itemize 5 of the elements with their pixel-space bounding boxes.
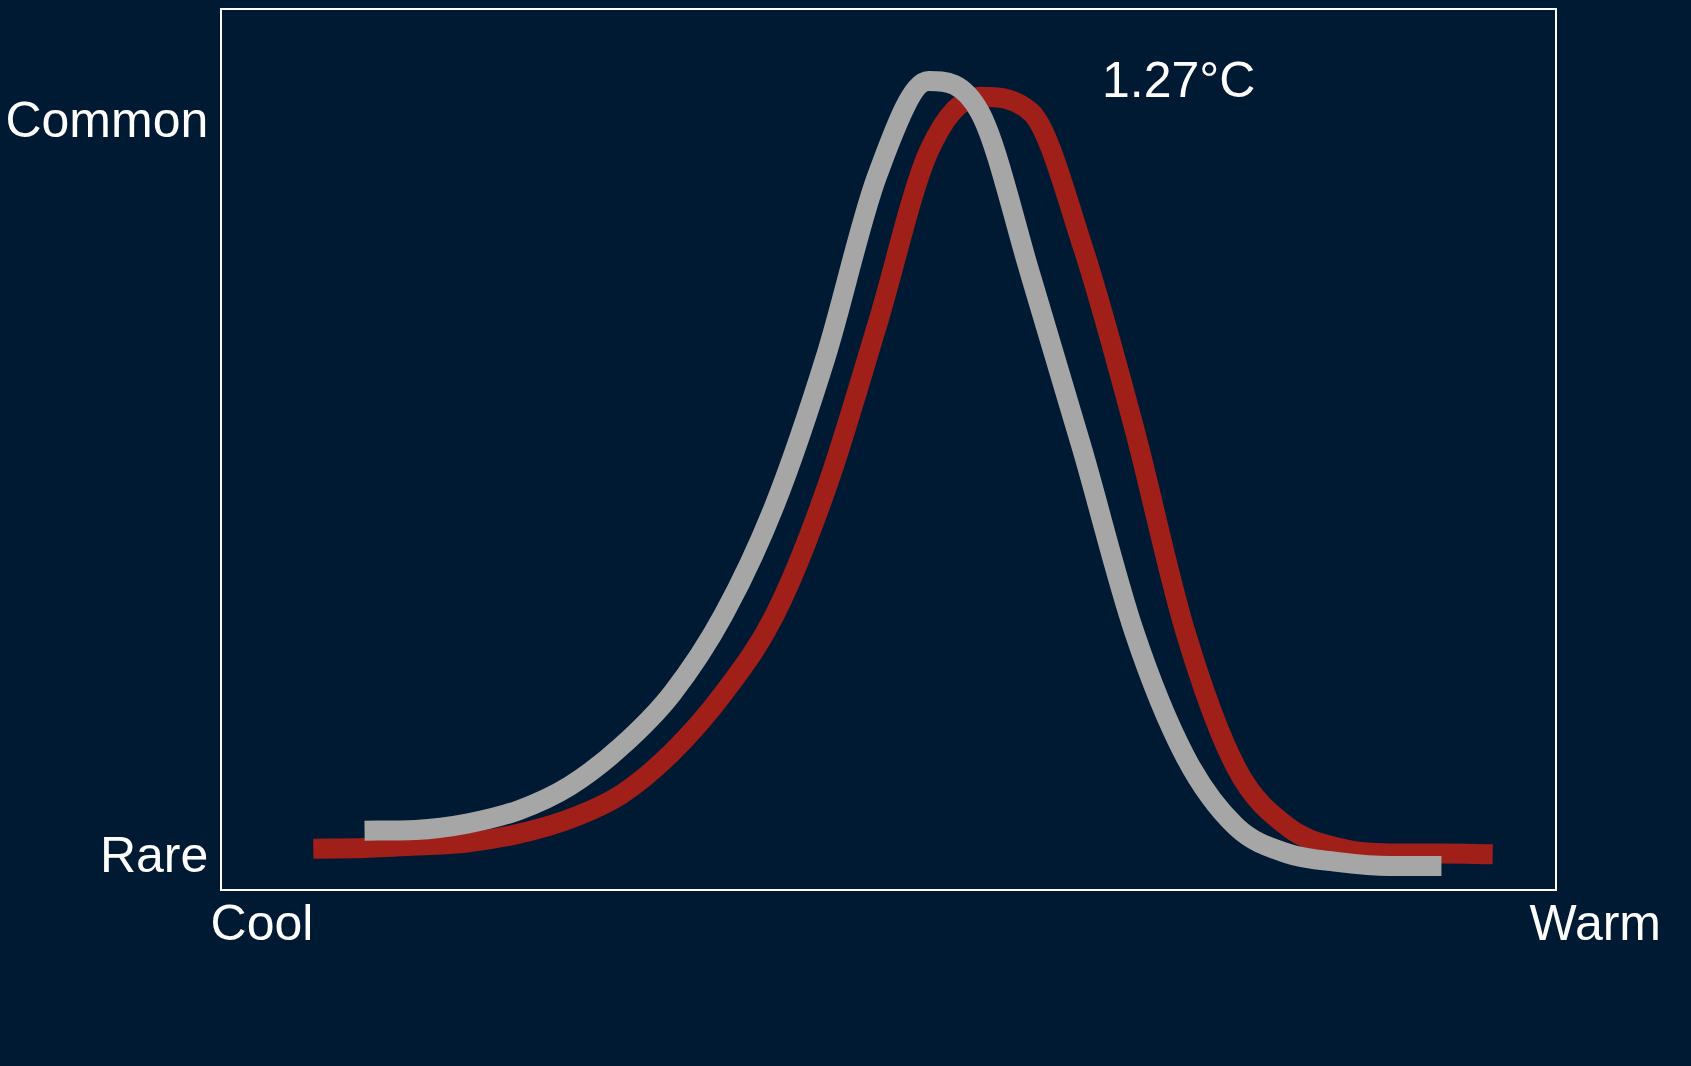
text: Rare [99,826,209,884]
text: Common [5,91,209,149]
x-tick-label: Warm [1529,894,1661,951]
x-tick-label: Cool [210,894,314,951]
annotation: 1.27°C [1101,51,1256,109]
